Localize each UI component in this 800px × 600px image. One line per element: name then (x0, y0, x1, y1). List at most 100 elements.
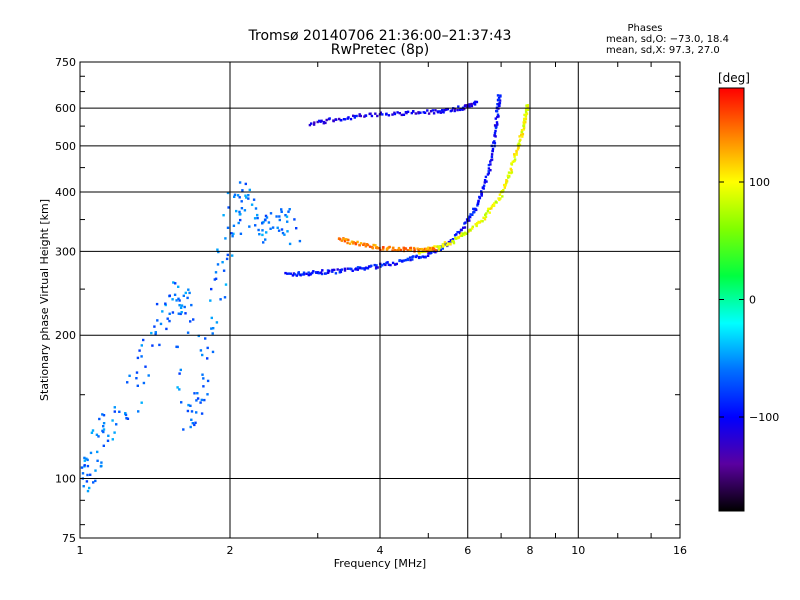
data-point (248, 225, 251, 228)
data-point (124, 412, 127, 415)
data-point (183, 305, 186, 309)
data-point (376, 247, 379, 250)
data-point (477, 221, 481, 224)
data-point (490, 158, 494, 161)
data-point (302, 271, 306, 274)
data-point (286, 272, 289, 275)
data-point (124, 413, 128, 417)
data-point (503, 183, 506, 187)
data-point (223, 296, 227, 299)
data-point (155, 302, 159, 306)
data-point (434, 109, 437, 112)
data-point (173, 293, 177, 296)
data-point (488, 211, 491, 214)
data-point (483, 218, 487, 221)
data-point (140, 344, 143, 347)
data-point (515, 153, 518, 156)
data-point (81, 472, 85, 475)
data-point (413, 248, 416, 251)
data-point (507, 171, 511, 174)
data-point (518, 139, 521, 143)
data-point (477, 199, 480, 203)
data-point (391, 249, 394, 252)
data-point (86, 458, 89, 462)
data-point (352, 241, 355, 244)
data-point (212, 327, 215, 330)
data-point (473, 210, 476, 214)
data-point (441, 247, 444, 250)
data-point (401, 260, 404, 263)
data-point (460, 234, 464, 237)
data-point (386, 261, 389, 264)
data-point (389, 263, 392, 267)
colorbar-label: [deg] (718, 71, 750, 85)
data-point (196, 392, 199, 395)
data-point (315, 271, 318, 274)
data-point (487, 170, 490, 173)
data-point (375, 264, 378, 267)
data-point (480, 192, 483, 195)
data-point (419, 111, 422, 114)
data-point (475, 100, 479, 104)
data-point (523, 123, 526, 126)
data-point (468, 103, 471, 106)
y-tick-label: 750 (55, 56, 76, 69)
data-point (488, 207, 491, 210)
data-point (484, 215, 488, 218)
data-point (515, 149, 518, 153)
data-point (257, 228, 260, 232)
data-point (267, 221, 271, 224)
data-point (235, 209, 238, 213)
data-point (419, 250, 422, 254)
data-point (195, 399, 198, 402)
data-point (343, 118, 347, 121)
data-point (442, 111, 445, 114)
data-point (430, 246, 433, 250)
data-point (464, 231, 467, 234)
data-point (408, 248, 412, 252)
data-point (80, 466, 84, 469)
data-point (433, 245, 436, 248)
data-point (201, 373, 204, 376)
data-point (471, 225, 474, 228)
data-point (493, 142, 497, 145)
data-point (240, 200, 243, 203)
data-point (291, 274, 295, 277)
data-point (226, 226, 230, 229)
data-point (288, 208, 291, 211)
data-point (219, 298, 222, 301)
data-point (376, 266, 379, 269)
y-tick-label: 600 (55, 102, 76, 115)
data-point (497, 197, 500, 200)
data-point (349, 267, 353, 271)
data-point (287, 210, 290, 213)
data-point (313, 121, 316, 124)
data-point (448, 242, 452, 245)
data-point (293, 218, 296, 221)
data-point (210, 316, 213, 320)
data-point (320, 272, 324, 276)
data-point (184, 291, 187, 295)
data-point (256, 213, 259, 217)
scatter-points (80, 94, 530, 493)
data-point (447, 240, 451, 244)
data-point (177, 285, 180, 288)
data-point (480, 219, 483, 223)
data-point (432, 248, 436, 251)
data-point (456, 108, 459, 112)
stats-line-x: mean, sd,X: 97.3, 27.0 (606, 45, 720, 56)
data-point (359, 114, 362, 118)
data-point (364, 266, 368, 269)
data-point (446, 107, 449, 111)
data-point (480, 194, 483, 197)
data-point (409, 258, 412, 262)
data-point (436, 111, 440, 114)
data-point (485, 180, 488, 183)
data-point (151, 344, 154, 347)
data-point (370, 114, 374, 118)
data-point (243, 209, 247, 212)
data-point (203, 398, 206, 402)
data-point (351, 269, 354, 272)
data-point (513, 155, 516, 158)
